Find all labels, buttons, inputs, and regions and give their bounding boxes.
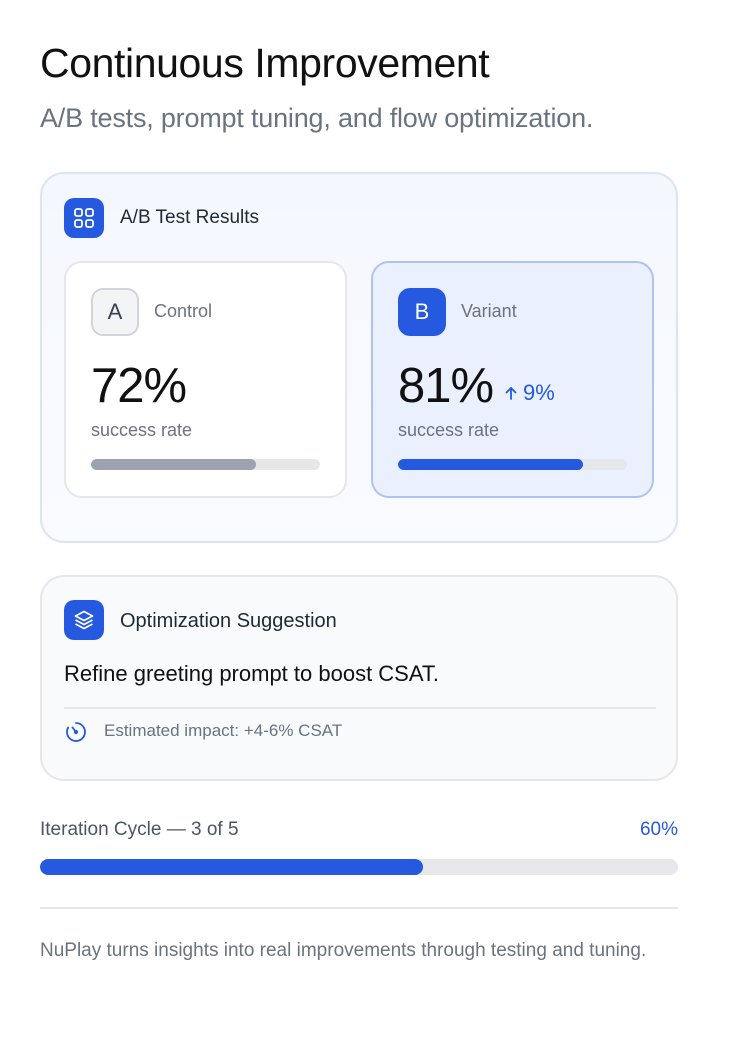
estimated-impact: Estimated impact: +4-6% CSAT — [104, 721, 343, 740]
suggestion-text: Refine greeting prompt to boost CSAT. — [64, 661, 440, 686]
variant-bar-track — [398, 459, 627, 470]
layers-icon — [64, 600, 104, 640]
iteration-percent: 60% — [639, 819, 678, 840]
variant-lift: 9% — [505, 380, 555, 406]
control-badge: A — [91, 288, 139, 336]
control-rate: 72% — [91, 359, 187, 413]
control-bar-fill — [91, 459, 256, 470]
variant-rate: 81% — [398, 359, 494, 413]
arrow-up-icon — [505, 380, 517, 406]
page-subtitle: A/B tests, prompt tuning, and flow optim… — [40, 103, 594, 133]
control-rate-label: success rate — [91, 420, 193, 440]
footer-divider — [40, 907, 678, 909]
variant-bar-fill — [398, 459, 584, 470]
gauge-icon — [64, 720, 88, 744]
variant-card: B Variant 81% 9% success rate — [371, 261, 654, 498]
control-name: Control — [154, 301, 213, 321]
page-title: Continuous Improvement — [40, 40, 490, 86]
iteration-progress-track — [40, 859, 678, 875]
variant-lift-value: 9% — [523, 380, 555, 405]
ab-test-card: A/B Test Results A Control 72% success r… — [40, 172, 678, 543]
iteration-label: Iteration Cycle — 3 of 5 — [40, 819, 239, 840]
variant-name: Variant — [461, 301, 517, 321]
optimization-suggestion-card: Optimization Suggestion Refine greeting … — [40, 575, 678, 781]
grid-icon — [64, 198, 104, 238]
variant-rate-label: success rate — [398, 420, 500, 440]
iteration-progress-fill — [40, 859, 423, 875]
footer-text: NuPlay turns insights into real improvem… — [40, 940, 647, 961]
control-card: A Control 72% success rate — [64, 261, 347, 498]
variant-badge: B — [398, 288, 446, 336]
ab-test-heading: A/B Test Results — [120, 207, 260, 228]
control-bar-track — [91, 459, 320, 470]
suggestion-title: Optimization Suggestion — [120, 610, 337, 632]
suggestion-divider — [64, 707, 656, 709]
